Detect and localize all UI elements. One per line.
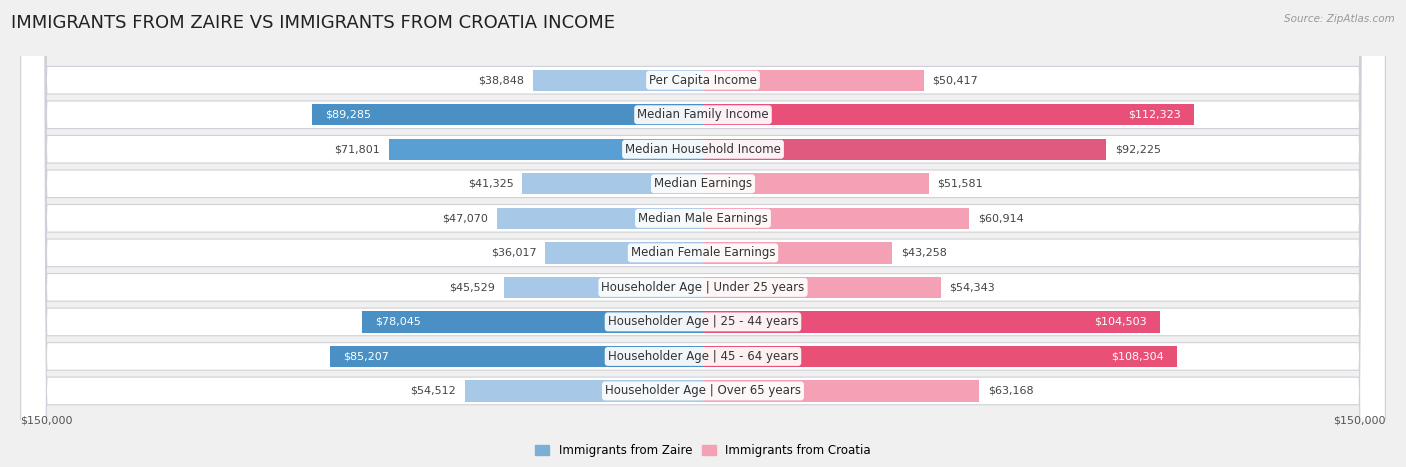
Bar xyxy=(464,380,703,402)
Bar xyxy=(546,242,703,263)
Bar xyxy=(330,346,703,367)
Text: $51,581: $51,581 xyxy=(938,179,983,189)
Text: $63,168: $63,168 xyxy=(988,386,1033,396)
Legend: Immigrants from Zaire, Immigrants from Croatia: Immigrants from Zaire, Immigrants from C… xyxy=(530,439,876,462)
Text: $85,207: $85,207 xyxy=(343,352,389,361)
Text: $71,801: $71,801 xyxy=(335,144,380,154)
FancyBboxPatch shape xyxy=(21,0,1385,467)
Text: $112,323: $112,323 xyxy=(1129,110,1181,120)
Text: $47,070: $47,070 xyxy=(443,213,488,223)
Text: Householder Age | 45 - 64 years: Householder Age | 45 - 64 years xyxy=(607,350,799,363)
Bar xyxy=(703,311,1160,333)
Text: Householder Age | 25 - 44 years: Householder Age | 25 - 44 years xyxy=(607,315,799,328)
Text: $150,000: $150,000 xyxy=(21,416,73,426)
FancyBboxPatch shape xyxy=(21,0,1385,467)
Bar xyxy=(522,173,703,194)
Text: $150,000: $150,000 xyxy=(1333,416,1385,426)
Text: $54,343: $54,343 xyxy=(949,283,995,292)
Text: Householder Age | Over 65 years: Householder Age | Over 65 years xyxy=(605,384,801,397)
Text: $54,512: $54,512 xyxy=(411,386,456,396)
Bar xyxy=(389,139,703,160)
Text: Source: ZipAtlas.com: Source: ZipAtlas.com xyxy=(1284,14,1395,24)
Text: Median Household Income: Median Household Income xyxy=(626,143,780,156)
Text: Median Male Earnings: Median Male Earnings xyxy=(638,212,768,225)
Text: $89,285: $89,285 xyxy=(326,110,371,120)
Text: $45,529: $45,529 xyxy=(450,283,495,292)
Text: $41,325: $41,325 xyxy=(468,179,513,189)
Bar xyxy=(703,276,941,298)
Text: Median Female Earnings: Median Female Earnings xyxy=(631,247,775,259)
FancyBboxPatch shape xyxy=(21,0,1385,467)
Text: $43,258: $43,258 xyxy=(901,248,946,258)
Text: $38,848: $38,848 xyxy=(478,75,524,85)
FancyBboxPatch shape xyxy=(21,0,1385,467)
Text: $60,914: $60,914 xyxy=(979,213,1024,223)
Text: $104,503: $104,503 xyxy=(1094,317,1147,327)
FancyBboxPatch shape xyxy=(21,0,1385,467)
Text: $108,304: $108,304 xyxy=(1111,352,1164,361)
Bar xyxy=(703,173,928,194)
Bar xyxy=(361,311,703,333)
FancyBboxPatch shape xyxy=(21,0,1385,467)
Bar xyxy=(703,70,924,91)
FancyBboxPatch shape xyxy=(21,0,1385,467)
Text: $92,225: $92,225 xyxy=(1115,144,1161,154)
Text: $36,017: $36,017 xyxy=(491,248,537,258)
Bar xyxy=(703,208,970,229)
Bar xyxy=(703,139,1107,160)
FancyBboxPatch shape xyxy=(21,0,1385,467)
FancyBboxPatch shape xyxy=(21,0,1385,467)
Text: $50,417: $50,417 xyxy=(932,75,979,85)
Text: Householder Age | Under 25 years: Householder Age | Under 25 years xyxy=(602,281,804,294)
Bar xyxy=(312,104,703,126)
Bar xyxy=(703,380,980,402)
Text: Median Family Income: Median Family Income xyxy=(637,108,769,121)
Text: Per Capita Income: Per Capita Income xyxy=(650,74,756,87)
Bar xyxy=(533,70,703,91)
Bar xyxy=(503,276,703,298)
Bar xyxy=(703,242,893,263)
Bar xyxy=(703,346,1177,367)
Bar xyxy=(498,208,703,229)
FancyBboxPatch shape xyxy=(21,0,1385,467)
Text: $78,045: $78,045 xyxy=(375,317,420,327)
Text: Median Earnings: Median Earnings xyxy=(654,177,752,190)
Text: IMMIGRANTS FROM ZAIRE VS IMMIGRANTS FROM CROATIA INCOME: IMMIGRANTS FROM ZAIRE VS IMMIGRANTS FROM… xyxy=(11,14,616,32)
Bar xyxy=(703,104,1194,126)
